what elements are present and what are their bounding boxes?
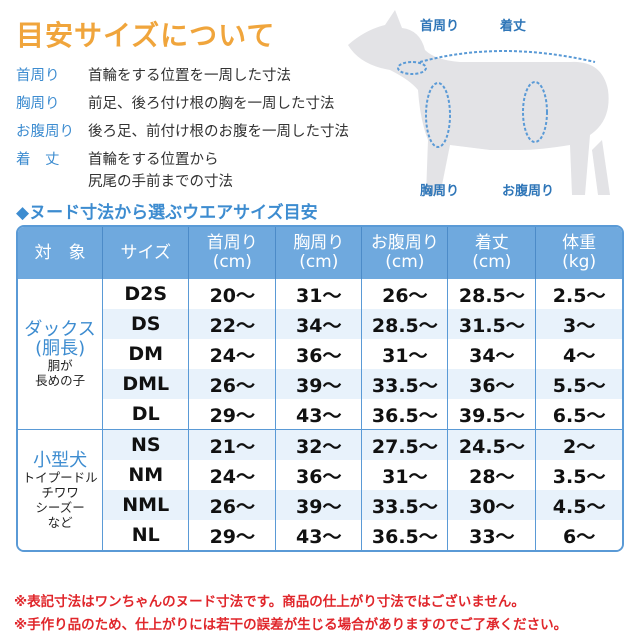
size-cell: D2S [103, 279, 190, 309]
value-cell: 3〜 [536, 309, 622, 339]
size-cell: DML [103, 369, 190, 399]
definition-belly: お腹周り 後ろ足、前付け根のお腹を一周した寸法 [16, 124, 349, 140]
value-cell: 43〜 [276, 399, 363, 429]
table-row: NML 26〜 39〜 33.5〜 30〜 4.5〜 [18, 490, 622, 520]
value-cell: 36〜 [276, 460, 363, 490]
size-cell: NL [103, 520, 190, 550]
value-cell: 39〜 [276, 490, 363, 520]
value-cell: 2.5〜 [536, 279, 622, 309]
definition-length-cont: 尻尾の手前までの寸法 [88, 174, 233, 190]
value-cell: 30〜 [448, 490, 537, 520]
value-cell: 29〜 [189, 399, 277, 429]
diagram-label-neck: 首周り [420, 19, 460, 34]
value-cell: 31.5〜 [448, 309, 537, 339]
size-cell: NML [103, 490, 190, 520]
value-cell: 29〜 [189, 520, 277, 550]
table-row: DS 22〜 34〜 28.5〜 31.5〜 3〜 [18, 309, 622, 339]
value-cell: 20〜 [189, 279, 277, 309]
size-cell: NM [103, 460, 190, 490]
column-header: 対 象 [18, 227, 104, 279]
diagram-label-belly: お腹周り [502, 184, 555, 199]
note-1: ※表記寸法はワンちゃんのヌード寸法です。商品の仕上がり寸法ではございません。 [14, 594, 525, 610]
size-table: 対 象サイズ 首周り (cm) 胸周り (cm) お腹周り (cm) 着丈 (cm) 体重 (kg)… [16, 225, 624, 552]
column-header: お腹周り (cm) [362, 227, 449, 279]
column-header: 体重 (kg) [536, 227, 622, 279]
value-cell: 4〜 [536, 339, 622, 369]
value-cell: 26〜 [189, 490, 277, 520]
value-cell: 31〜 [276, 279, 363, 309]
column-header: サイズ [103, 227, 190, 279]
size-cell: DM [103, 339, 190, 369]
value-cell: 36〜 [276, 339, 363, 369]
value-cell: 33.5〜 [362, 490, 449, 520]
diagram-label-length: 着丈 [500, 19, 527, 34]
table-row: DML 26〜 39〜 33.5〜 36〜 5.5〜 [18, 369, 622, 399]
table-row: NM 24〜 36〜 31〜 28〜 3.5〜 [18, 460, 622, 490]
value-cell: 33〜 [448, 520, 537, 550]
definition-length: 着 丈首輪をする位置から [16, 152, 219, 168]
value-cell: 36.5〜 [362, 520, 449, 550]
value-cell: 32〜 [276, 429, 363, 460]
column-header: 着丈 (cm) [448, 227, 537, 279]
diagram-label-chest: 胸周り [420, 184, 460, 199]
value-cell: 28〜 [448, 460, 537, 490]
value-cell: 39.5〜 [448, 399, 537, 429]
value-cell: 31〜 [362, 460, 449, 490]
definition-neck: 首周り 首輪をする位置を一周した寸法 [16, 68, 291, 84]
size-cell: DS [103, 309, 190, 339]
dog-diagram-icon [348, 10, 610, 195]
value-cell: 24〜 [189, 339, 277, 369]
size-cell: DL [103, 399, 190, 429]
value-cell: 2〜 [536, 429, 622, 460]
table-row: 小型犬 トイプードル チワワ シーズー など NS 21〜 32〜 27.5〜 24.5〜 2〜 [18, 429, 622, 550]
value-cell: 36〜 [448, 369, 537, 399]
page-title: 目安サイズについて [16, 19, 276, 52]
value-cell: 3.5〜 [536, 460, 622, 490]
table-row: DL 29〜 43〜 36.5〜 39.5〜 6.5〜 [18, 399, 622, 429]
table-row: DM 24〜 36〜 31〜 34〜 4〜 [18, 339, 622, 369]
size-cell: NS [103, 429, 190, 460]
value-cell: 34〜 [448, 339, 537, 369]
value-cell: 6〜 [536, 520, 622, 550]
definition-chest: 胸周り 前足、後ろ付け根の胸を一周した寸法 [16, 96, 335, 112]
table-row: NL 29〜 43〜 36.5〜 33〜 6〜 [18, 520, 622, 550]
note-2: ※手作り品のため、仕上がりには若干の誤差が生じる場合がありますのでご了承ください… [14, 617, 568, 633]
value-cell: 26〜 [189, 369, 277, 399]
value-cell: 43〜 [276, 520, 363, 550]
value-cell: 4.5〜 [536, 490, 622, 520]
value-cell: 22〜 [189, 309, 277, 339]
value-cell: 6.5〜 [536, 399, 622, 429]
value-cell: 27.5〜 [362, 429, 449, 460]
value-cell: 31〜 [362, 339, 449, 369]
column-header: 胸周り (cm) [276, 227, 363, 279]
group-cell: ダックス (胴長) 胴が 長めの子 [18, 279, 104, 429]
value-cell: 28.5〜 [362, 309, 449, 339]
value-cell: 21〜 [189, 429, 277, 460]
group-cell: 小型犬 トイプードル チワワ シーズー など [18, 429, 104, 550]
value-cell: 24〜 [189, 460, 277, 490]
value-cell: 5.5〜 [536, 369, 622, 399]
value-cell: 26〜 [362, 279, 449, 309]
value-cell: 36.5〜 [362, 399, 449, 429]
value-cell: 39〜 [276, 369, 363, 399]
value-cell: 28.5〜 [448, 279, 537, 309]
value-cell: 33.5〜 [362, 369, 449, 399]
column-header: 首周り (cm) [189, 227, 277, 279]
value-cell: 34〜 [276, 309, 363, 339]
table-row: ダックス (胴長) 胴が 長めの子 D2S 20〜 31〜 26〜 28.5〜 2.5〜 [18, 279, 622, 429]
value-cell: 24.5〜 [448, 429, 537, 460]
table-title: ◆ヌード寸法から選ぶウエアサイズ目安 [16, 203, 318, 223]
